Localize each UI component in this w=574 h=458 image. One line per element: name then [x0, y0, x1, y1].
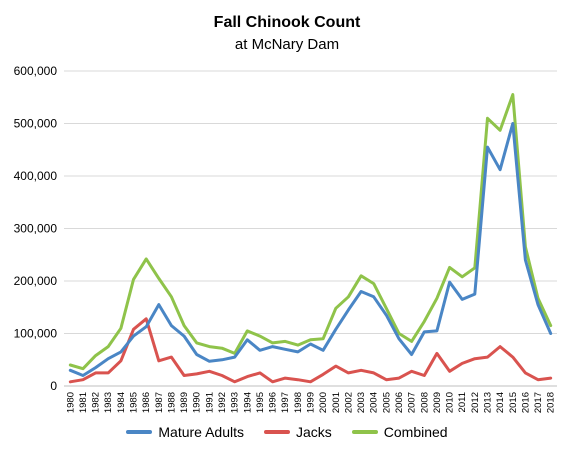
x-tick-label: 2008	[419, 392, 430, 413]
x-tick-label: 2006	[394, 392, 405, 413]
x-tick-label: 2003	[356, 392, 367, 413]
x-tick-label: 2009	[432, 392, 443, 413]
x-tick-label: 2013	[482, 392, 493, 413]
x-tick-label: 1986	[141, 392, 152, 413]
x-tick-label: 2012	[470, 392, 481, 413]
x-tick-label: 2001	[331, 392, 342, 413]
legend-swatch-mature-adults	[126, 430, 153, 434]
x-tick-label: 1992	[217, 392, 228, 413]
y-tick-label: 400,000	[14, 169, 58, 183]
x-tick-label: 1988	[166, 392, 177, 413]
x-tick-label: 2004	[369, 392, 380, 413]
x-tick-label: 1994	[242, 392, 253, 413]
x-tick-label: 1989	[179, 392, 190, 413]
x-tick-label: 1985	[129, 392, 140, 413]
y-tick-label: 200,000	[14, 274, 58, 288]
x-tick-label: 1990	[192, 392, 203, 413]
legend-item-combined: Combined	[351, 424, 448, 440]
x-tick-label: 2007	[407, 392, 418, 413]
y-tick-label: 500,000	[14, 117, 58, 131]
x-tick-label: 2016	[520, 392, 531, 413]
legend-swatch-jacks	[263, 430, 290, 434]
x-tick-label: 2017	[533, 392, 544, 413]
x-tick-label: 1981	[78, 392, 89, 413]
legend: Mature Adults Jacks Combined	[0, 424, 574, 440]
x-tick-label: 1983	[103, 392, 114, 413]
x-tick-label: 2011	[457, 392, 468, 412]
x-tick-label: 1991	[204, 392, 215, 413]
legend-label-combined: Combined	[383, 424, 448, 440]
series-line-jacks	[68, 317, 553, 384]
x-tick-label: 2000	[318, 392, 329, 413]
x-tick-label: 1980	[65, 392, 76, 413]
legend-item-mature-adults: Mature Adults	[126, 424, 244, 440]
x-tick-label: 1987	[154, 392, 165, 413]
x-tick-label: 1993	[230, 392, 241, 413]
x-tick-label: 1995	[255, 392, 266, 413]
chart-title: Fall Chinook Count	[213, 14, 361, 31]
legend-label-mature-adults: Mature Adults	[158, 424, 244, 440]
chart-subtitle: at McNary Dam	[234, 36, 340, 53]
x-tick-label: 1996	[268, 392, 279, 413]
y-tick-label: 600,000	[14, 64, 58, 78]
x-tick-label: 2018	[546, 392, 557, 413]
y-tick-label: 300,000	[14, 222, 58, 236]
legend-item-jacks: Jacks	[263, 424, 332, 440]
series-line-mature-adults	[68, 122, 553, 377]
x-tick-label: 1999	[306, 392, 317, 413]
x-tick-label: 2014	[495, 392, 506, 413]
y-tick-label: 0	[50, 379, 57, 393]
x-tick-label: 2010	[445, 392, 456, 413]
series-line-combined	[68, 93, 553, 371]
x-tick-label: 1984	[116, 392, 127, 413]
x-tick-label: 2005	[381, 392, 392, 413]
x-tick-label: 1997	[280, 392, 291, 413]
x-tick-label: 2015	[508, 392, 519, 413]
legend-label-jacks: Jacks	[295, 424, 332, 440]
x-tick-label: 1998	[293, 392, 304, 413]
y-tick-label: 100,000	[14, 327, 58, 341]
x-tick-label: 1982	[91, 392, 102, 413]
legend-swatch-combined	[351, 430, 378, 434]
x-tick-label: 2002	[343, 392, 354, 413]
